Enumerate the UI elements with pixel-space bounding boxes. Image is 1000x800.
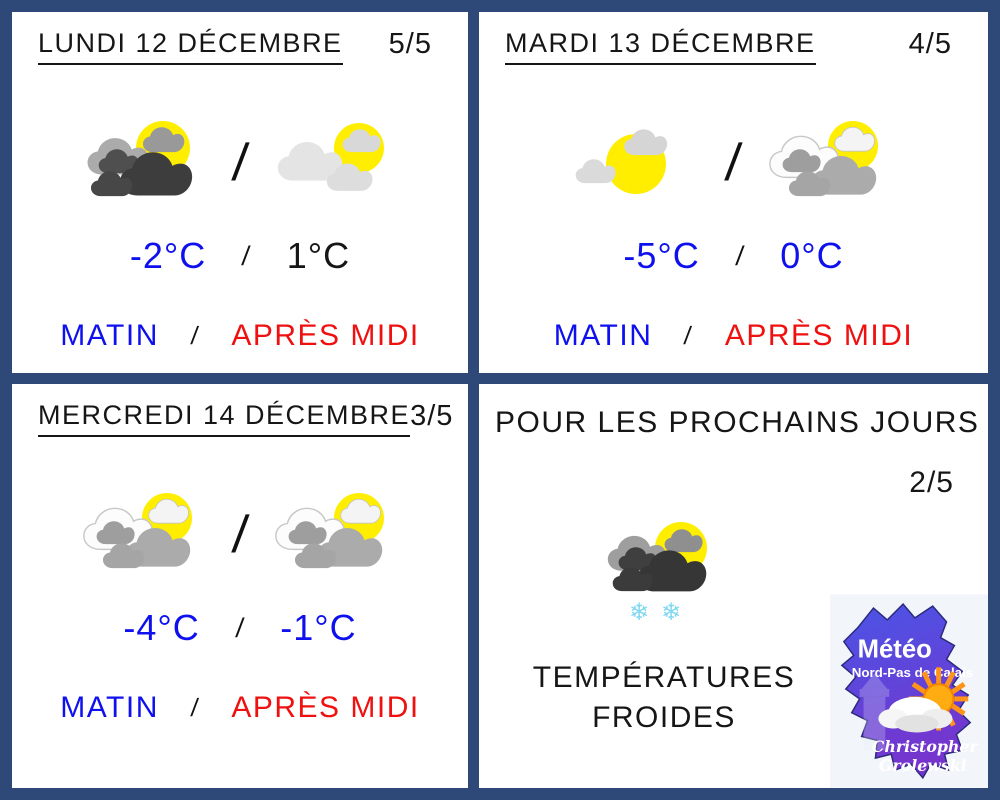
label-separator: /: [189, 693, 201, 722]
outlook-score: 2/5: [909, 466, 954, 499]
labels-row: MATIN / APRÈS MIDI: [12, 691, 468, 725]
temp-separator: /: [734, 240, 746, 271]
afternoon-label: APRÈS MIDI: [724, 319, 914, 352]
icons-row: /: [479, 119, 988, 207]
snowflake-icon: ❄: [661, 598, 681, 624]
dark-snow-clouds-with-sun-icon: ❄ ❄: [607, 522, 707, 624]
sun-behind-white-gray-clouds-icon: [768, 120, 878, 196]
outlook-description-line2: FROIDES: [592, 701, 736, 734]
day-header: MERCREDI 14 DÉCEMBRE 3/5: [12, 384, 468, 437]
day-title: LUNDI 12 DÉCEMBRE: [38, 28, 343, 65]
day-card-mercredi: MERCREDI 14 DÉCEMBRE 3/5 /: [12, 384, 468, 788]
sun-behind-dark-clouds-icon: [87, 120, 192, 196]
sun-behind-white-gray-clouds-icon: [275, 492, 385, 568]
temps-row: -4°C / -1°C: [12, 607, 468, 649]
belfry-watermark: [859, 673, 890, 751]
label-separator: /: [189, 321, 201, 350]
logo-title: Météo: [858, 635, 932, 663]
icon-separator: /: [723, 134, 744, 192]
day-card-mardi: MARDI 13 DÉCEMBRE 4/5 / -5°C / 0°C: [479, 12, 988, 373]
morning-label: MATIN: [60, 691, 159, 724]
day-card-lundi: LUNDI 12 DÉCEMBRE 5/5 / -2°C / 1: [12, 12, 468, 373]
sun-behind-light-clouds-icon: [278, 122, 385, 191]
sun-with-small-clouds-icon: [575, 128, 668, 194]
logo-cloud-icon: [878, 696, 953, 733]
temps-row: -5°C / 0°C: [479, 235, 988, 277]
icons-row: /: [12, 119, 468, 207]
morning-temp: -5°C: [623, 235, 700, 276]
day-header: LUNDI 12 DÉCEMBRE 5/5: [12, 12, 468, 65]
afternoon-label: APRÈS MIDI: [231, 319, 420, 352]
labels-row: MATIN / APRÈS MIDI: [12, 319, 468, 353]
outlook-description-line1: TEMPÉRATURES: [532, 661, 796, 694]
day-score: 5/5: [388, 28, 432, 60]
icons-row: /: [12, 491, 468, 579]
meteo-logo: Météo Nord-Pas de Calais Christopher Gro…: [830, 594, 988, 788]
day-title: MARDI 13 DÉCEMBRE: [505, 28, 816, 65]
outlook-card: POUR LES PROCHAINS JOURS 2/5 ❄ ❄ TEMPÉRA…: [479, 384, 988, 788]
labels-row: MATIN / APRÈS MIDI: [479, 319, 988, 353]
sun-behind-white-gray-clouds-icon: [82, 492, 192, 568]
logo-region: Nord-Pas de Calais: [852, 665, 973, 680]
morning-label: MATIN: [60, 319, 159, 352]
day-score: 3/5: [410, 400, 454, 432]
snowflake-icon: ❄: [629, 598, 649, 624]
temps-row: -2°C / 1°C: [12, 235, 468, 277]
day-title: MERCREDI 14 DÉCEMBRE: [38, 400, 411, 437]
day-score: 4/5: [908, 28, 952, 60]
morning-temp: -2°C: [129, 235, 207, 276]
icon-separator: /: [229, 134, 251, 192]
outlook-title: POUR LES PROCHAINS JOURS: [495, 406, 980, 439]
logo-author-line2: Grolewski: [879, 756, 967, 775]
afternoon-label: APRÈS MIDI: [231, 691, 420, 724]
morning-temp: -4°C: [123, 607, 200, 648]
afternoon-temp: 0°C: [780, 235, 844, 276]
day-header: MARDI 13 DÉCEMBRE 4/5: [479, 12, 988, 65]
logo-author-line1: Christopher: [872, 737, 980, 756]
region-map-shape: [840, 603, 972, 780]
temp-separator: /: [240, 240, 253, 271]
morning-label: MATIN: [553, 319, 653, 352]
label-separator: /: [682, 321, 695, 350]
outlook-main: ❄ ❄ TEMPÉRATURES FROIDES: [479, 516, 849, 738]
temp-separator: /: [234, 612, 246, 643]
icon-separator: /: [229, 506, 251, 564]
afternoon-temp: 1°C: [286, 235, 351, 276]
afternoon-temp: -1°C: [280, 607, 357, 648]
outlook-description: TEMPÉRATURES FROIDES: [533, 658, 795, 738]
